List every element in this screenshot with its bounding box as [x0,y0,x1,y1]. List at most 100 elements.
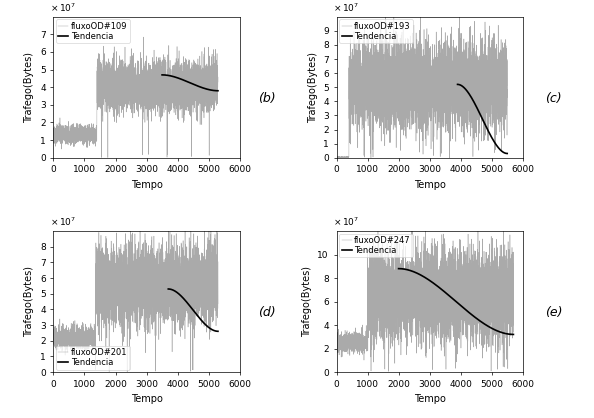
X-axis label: Tempo: Tempo [131,180,163,190]
Tendencia [402,267,409,272]
Tendencia [210,88,217,93]
fluxoOD#109 [195,85,203,90]
Text: (e): (e) [545,306,563,319]
fluxoOD#193 [341,154,348,159]
Y-axis label: Trafego(Bytes): Trafego(Bytes) [302,266,312,337]
fluxoOD#201 [115,263,122,268]
fluxoOD#193 [486,57,493,62]
Line: Tendencia: Tendencia [457,84,507,153]
fluxoOD#247 [484,280,491,285]
Tendencia [214,329,222,334]
Text: (d): (d) [258,306,276,319]
Legend: fluxoOD#109, Tendencia: fluxoOD#109, Tendencia [56,19,130,43]
Tendencia [210,328,217,333]
Tendencia [467,94,475,99]
fluxoOD#109 [185,59,192,64]
X-axis label: Tempo: Tempo [413,180,446,190]
Tendencia [173,75,181,80]
Line: Tendencia: Tendencia [399,269,513,334]
fluxoOD#247 [353,330,360,335]
Tendencia [159,72,166,77]
fluxoOD#109 [105,155,112,160]
Tendencia [165,286,172,291]
fluxoOD#247 [393,304,400,309]
fluxoOD#201 [214,306,222,311]
fluxoOD#193 [401,74,408,79]
Tendencia [500,150,507,155]
fluxoOD#247 [510,323,517,328]
Tendencia [510,332,517,337]
Tendencia [162,73,169,78]
Tendencia [214,88,222,93]
Tendencia [454,82,461,87]
Y-axis label: Trafego(Bytes): Trafego(Bytes) [24,266,34,337]
fluxoOD#193 [333,154,340,159]
fluxoOD#247 [385,369,392,374]
Tendencia [167,287,174,292]
Tendencia [457,83,464,88]
Tendencia [416,272,424,277]
Tendencia [501,150,508,155]
Tendencia [456,82,463,87]
fluxoOD#247 [421,302,428,307]
Legend: fluxoOD#247, Tendencia: fluxoOD#247, Tendencia [339,234,413,257]
Text: $\times\,10^7$: $\times\,10^7$ [333,216,359,228]
Tendencia [500,331,507,336]
fluxoOD#193 [384,87,391,92]
fluxoOD#201 [124,369,131,374]
Legend: fluxoOD#201, Tendencia: fluxoOD#201, Tendencia [56,346,130,370]
Text: (c): (c) [545,92,562,105]
Line: fluxoOD#193: fluxoOD#193 [337,5,507,158]
fluxoOD#109 [115,94,122,99]
Tendencia [400,266,407,271]
fluxoOD#193 [366,62,374,67]
fluxoOD#201 [124,282,131,287]
Line: fluxoOD#109: fluxoOD#109 [53,37,218,158]
Tendencia [174,291,181,296]
fluxoOD#201 [78,331,86,336]
Tendencia [211,88,219,93]
fluxoOD#109 [214,79,222,84]
Tendencia [168,287,175,292]
X-axis label: Tempo: Tempo [413,394,446,404]
Text: (b): (b) [258,92,276,105]
fluxoOD#201 [50,339,57,344]
Tendencia [504,331,511,336]
Text: $\times\,10^7$: $\times\,10^7$ [50,216,76,228]
X-axis label: Tempo: Tempo [131,394,163,404]
fluxoOD#193 [382,3,389,8]
Tendencia [395,266,402,271]
Y-axis label: Trafego(Bytes): Trafego(Bytes) [308,52,318,123]
Tendencia [178,294,185,299]
Tendencia [425,278,432,283]
fluxoOD#193 [504,95,511,100]
Line: fluxoOD#201: fluxoOD#201 [53,216,218,372]
fluxoOD#193 [333,155,340,160]
Line: Tendencia: Tendencia [162,75,218,91]
fluxoOD#201 [213,214,220,219]
Text: $\times\,10^7$: $\times\,10^7$ [333,2,359,14]
Tendencia [161,72,168,77]
Tendencia [212,329,219,334]
Text: $\times\,10^7$: $\times\,10^7$ [50,2,76,14]
Legend: fluxoOD#193, Tendencia: fluxoOD#193, Tendencia [339,19,413,43]
fluxoOD#247 [408,221,415,226]
Tendencia [463,88,470,93]
fluxoOD#247 [502,303,509,308]
fluxoOD#109 [156,73,163,78]
fluxoOD#109 [140,35,147,40]
fluxoOD#109 [50,130,57,135]
fluxoOD#247 [333,341,340,346]
fluxoOD#247 [436,320,443,325]
fluxoOD#201 [156,276,163,281]
fluxoOD#201 [185,260,192,265]
fluxoOD#109 [124,65,131,70]
Line: Tendencia: Tendencia [168,289,218,331]
Line: fluxoOD#247: fluxoOD#247 [337,223,513,371]
Tendencia [169,74,176,79]
fluxoOD#109 [78,134,86,139]
Tendencia [504,151,511,156]
fluxoOD#201 [195,258,203,263]
fluxoOD#193 [482,123,489,128]
Y-axis label: Trafego(Bytes): Trafego(Bytes) [24,52,34,123]
